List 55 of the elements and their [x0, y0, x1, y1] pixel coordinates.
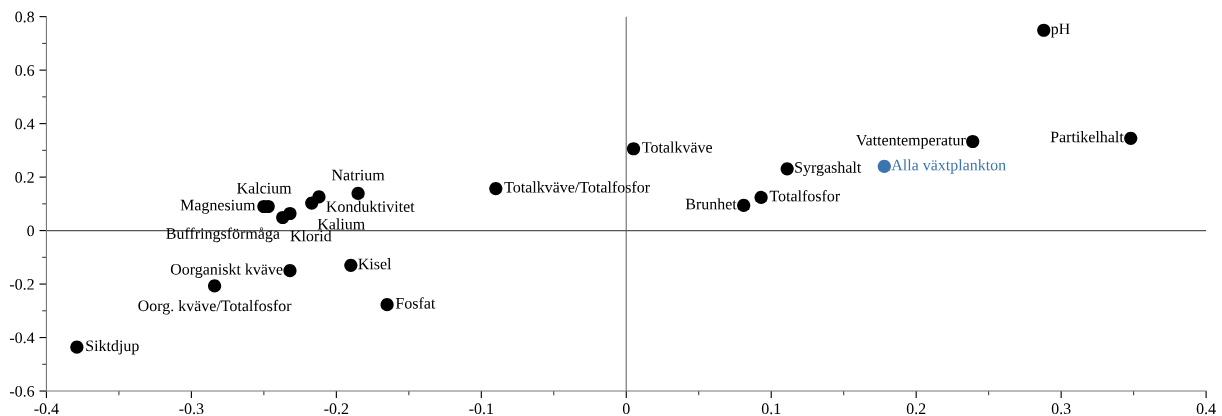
point [780, 162, 794, 176]
x-tick-label: 0.4 [1196, 403, 1216, 415]
y-tick-label: -0.2 [9, 278, 34, 290]
series-label: Syrgashalt [795, 161, 862, 177]
x-tick-label: 0.2 [906, 403, 926, 415]
point [877, 159, 891, 173]
x-tick-label: -0.1 [469, 403, 493, 415]
series-label: Alla växtplankton [891, 159, 1006, 174]
series-label: Kisel [358, 258, 392, 270]
series-label: Totalfosfor [769, 190, 841, 202]
y-tick-label: 0.8 [15, 11, 35, 23]
series-label: pH [1050, 23, 1070, 38]
series-label: Konduktivitet [326, 200, 415, 212]
point [351, 186, 365, 200]
series-label: Totalkväve [642, 141, 713, 153]
series-label: Totalkväve/Totalfosfor [504, 181, 650, 193]
point [283, 206, 297, 221]
series-label: Kalium [317, 218, 365, 230]
series-label: Brunhet [685, 198, 737, 210]
series-label: Kalcium [237, 182, 292, 194]
series-label: Oorg. kväve/Totalfosfor [138, 299, 292, 315]
x-tick-label: -0.2 [324, 403, 349, 415]
series-label: Magnesium [180, 199, 256, 214]
series-label: Buffringsförmåga [166, 227, 280, 243]
point [489, 182, 503, 196]
point [737, 198, 751, 213]
y-tick-label: 0.2 [15, 172, 34, 183]
point [208, 279, 222, 293]
point [312, 190, 326, 204]
point [754, 190, 768, 205]
y-tick-label: -0.6 [9, 385, 35, 397]
series-label: Siktdjup [86, 339, 139, 355]
point [626, 142, 641, 156]
y-tick-label: -0.4 [9, 332, 35, 344]
series-label: Natrium [331, 169, 385, 181]
point [966, 134, 980, 149]
point [283, 264, 297, 278]
x-tick-label: -0.3 [179, 403, 204, 415]
point [1037, 23, 1051, 37]
x-tick-label: 0.1 [761, 403, 781, 415]
series-label: Klorid [290, 230, 332, 242]
series-label: Oorganiskt kväve [170, 263, 283, 278]
series-label: Partikelhalt [1050, 131, 1124, 143]
x-tick-label: -0.4 [34, 403, 59, 415]
point [70, 340, 84, 354]
y-tick-label: 0.6 [15, 65, 35, 76]
series-label: Vattentemperatur [855, 134, 966, 149]
point [1124, 131, 1138, 145]
point [344, 258, 358, 272]
y-tick-label: 0.4 [15, 118, 35, 130]
x-tick-label: 0.3 [1051, 403, 1071, 415]
series-label: Fosfat [395, 297, 436, 309]
x-tick-label: 0 [622, 403, 630, 415]
y-tick-label: 0 [27, 225, 35, 237]
point [380, 298, 394, 312]
